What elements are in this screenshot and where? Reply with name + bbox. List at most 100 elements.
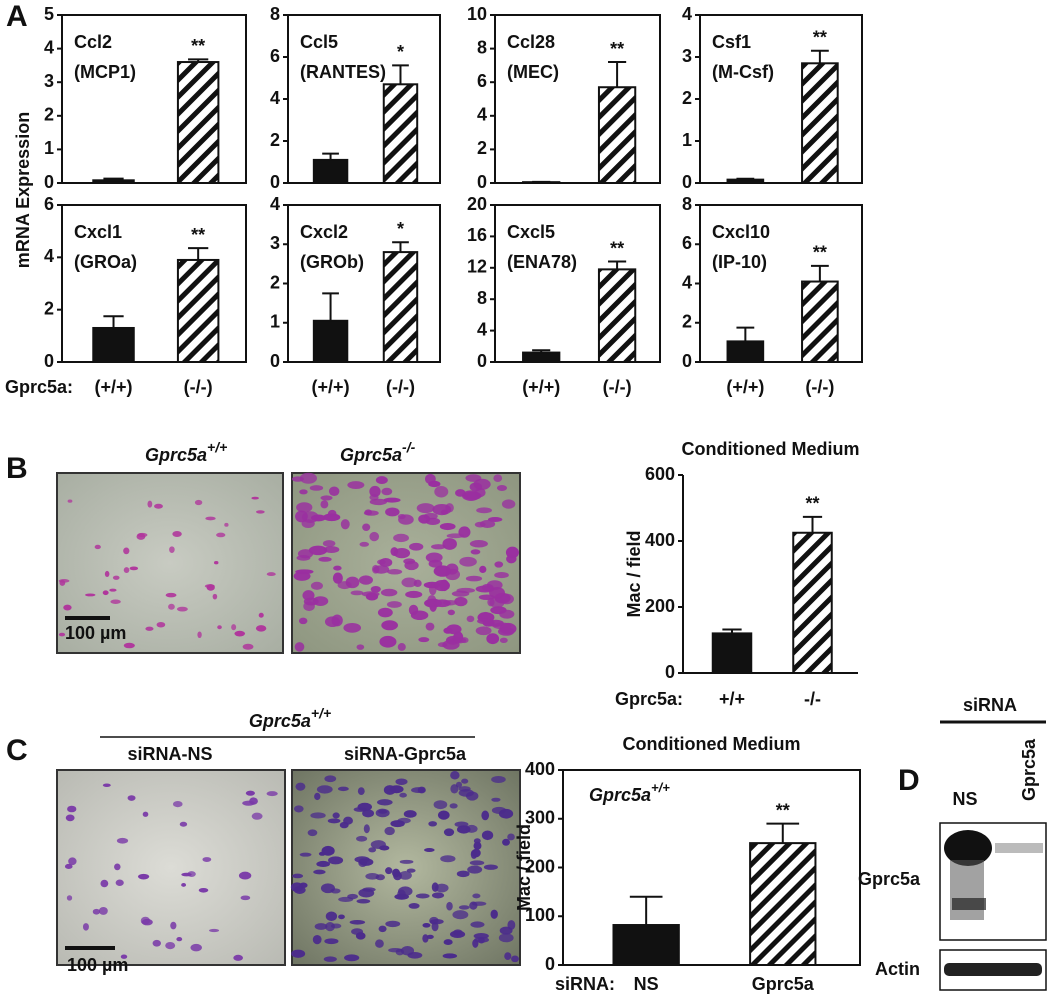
- cell: [416, 503, 435, 514]
- significance: *: [397, 219, 404, 239]
- x-tick-label: Gprc5a: [752, 974, 815, 994]
- cell: [299, 852, 312, 857]
- cell: [255, 625, 267, 632]
- y-tick-label: 0: [270, 172, 280, 192]
- x-tick-label: (-/-): [184, 377, 213, 397]
- plot-frame: [61, 14, 247, 184]
- cell: [365, 592, 379, 601]
- cell: [323, 513, 341, 522]
- cell: [422, 922, 431, 928]
- bar: [597, 268, 637, 363]
- cell: [176, 606, 188, 612]
- cell: [481, 830, 494, 841]
- cell: [501, 499, 516, 509]
- cell: [428, 480, 441, 488]
- cell: [467, 865, 483, 874]
- cell: [433, 800, 448, 810]
- cell: [266, 572, 276, 577]
- cell: [476, 507, 492, 514]
- y-tick-label: 600: [645, 464, 675, 484]
- cell: [212, 593, 218, 600]
- cell: [477, 937, 485, 944]
- image-header: Gprc5a+/+: [249, 705, 331, 731]
- cell: [440, 509, 449, 515]
- cell: [127, 795, 136, 801]
- y-tick-label: 4: [477, 319, 487, 339]
- y-tick-label: 3: [270, 233, 280, 253]
- cell: [429, 918, 444, 925]
- cell: [357, 787, 365, 796]
- cell: [255, 510, 265, 514]
- cell: [323, 956, 337, 962]
- y-tick-label: 16: [467, 225, 487, 245]
- y-tick-label: 8: [270, 4, 280, 24]
- bar: [726, 340, 765, 363]
- cell: [465, 474, 482, 482]
- cell: [142, 811, 149, 817]
- cell: [474, 521, 486, 528]
- cell: [400, 945, 415, 956]
- cell: [233, 954, 243, 961]
- bar: [801, 62, 839, 184]
- cell: [398, 871, 412, 880]
- cell: [480, 611, 491, 621]
- cell: [458, 789, 474, 797]
- y-tick-label: 2: [682, 88, 692, 108]
- x-tick-label: (+/+): [95, 377, 133, 397]
- y-tick-label: 2: [44, 298, 54, 318]
- cell: [170, 921, 177, 930]
- cell: [349, 919, 366, 925]
- bar: [726, 178, 765, 184]
- y-tick-label: 0: [477, 172, 487, 192]
- cell: [320, 495, 333, 501]
- cell: [112, 575, 120, 580]
- cell: [454, 596, 468, 607]
- cell: [371, 564, 380, 574]
- cell: [426, 934, 434, 940]
- y-tick-label: 6: [270, 46, 280, 66]
- bar: [792, 531, 833, 674]
- cell: [168, 603, 175, 610]
- significance: **: [776, 800, 790, 820]
- cell: [398, 514, 414, 525]
- cell: [295, 510, 308, 523]
- cell: [136, 533, 146, 540]
- cell: [58, 579, 70, 583]
- cell: [208, 928, 220, 933]
- cell: [408, 903, 420, 909]
- cell: [378, 925, 387, 933]
- cell: [363, 824, 370, 834]
- chart-subtitle: (RANTES): [300, 62, 386, 82]
- cell: [206, 584, 215, 591]
- panel-letter: A: [6, 0, 28, 33]
- cell: [368, 847, 377, 853]
- cell: [66, 895, 73, 901]
- y-tick-label: 1: [270, 312, 280, 332]
- cell: [58, 632, 66, 637]
- cell: [154, 503, 163, 509]
- cell: [314, 792, 321, 801]
- cell: [479, 565, 487, 574]
- cell: [179, 821, 188, 827]
- cell: [110, 599, 121, 604]
- cell: [428, 559, 443, 568]
- cell: [251, 812, 263, 820]
- y-tick-label: 4: [270, 194, 280, 214]
- cell: [299, 489, 308, 495]
- cell: [375, 476, 388, 484]
- cell: [491, 806, 507, 814]
- cell: [359, 541, 370, 547]
- cell: [415, 893, 430, 899]
- cell: [141, 918, 153, 926]
- cell: [308, 545, 328, 556]
- cell: [316, 785, 333, 794]
- cell: [85, 593, 96, 597]
- cell: [424, 847, 435, 853]
- cell: [442, 538, 457, 550]
- cell: [369, 485, 381, 498]
- cell: [331, 614, 343, 627]
- cell: [356, 835, 368, 842]
- scale-label: 100 µm: [67, 955, 128, 975]
- plot-frame: [494, 14, 661, 184]
- chart-title: Csf1: [712, 32, 751, 52]
